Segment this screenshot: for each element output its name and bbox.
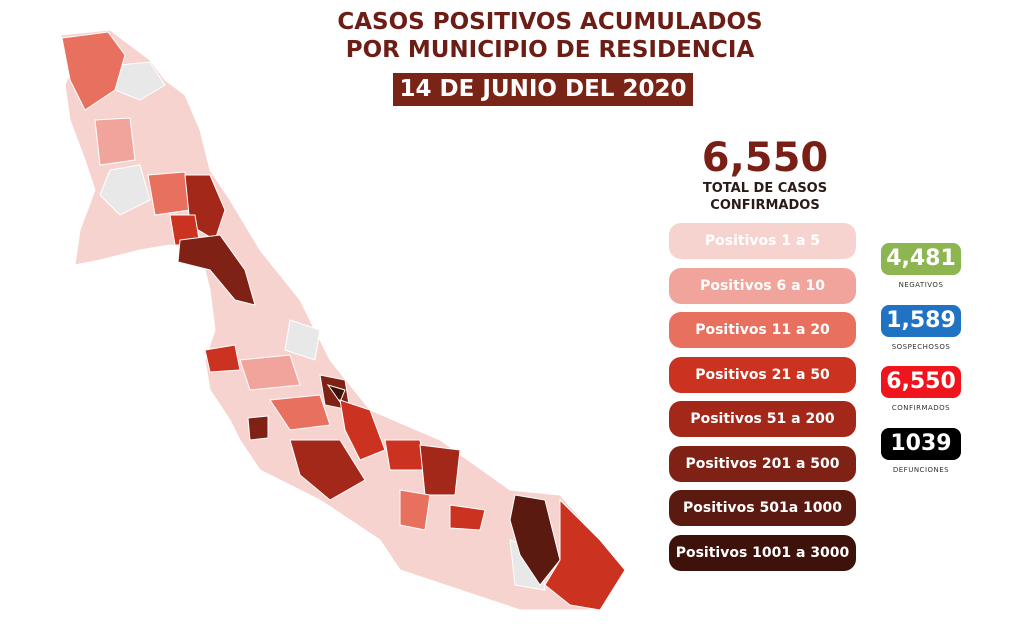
legend-item: Positivos 1001 a 3000 <box>669 534 856 571</box>
stat-label: CONFIRMADOS <box>891 404 951 412</box>
legend-item: Positivos 11 a 20 <box>669 312 856 348</box>
legend-item: Positivos 6 a 10 <box>669 267 856 304</box>
stat-label: NEGATIVOS <box>898 281 944 289</box>
stat-label: DEFUNCIONES <box>892 465 950 474</box>
region-6-10 <box>94 117 136 166</box>
region-11-20 <box>147 171 191 216</box>
region-51-200 <box>419 444 461 496</box>
date-banner: 14 DE JUNIO DEL 2020 <box>393 73 693 106</box>
region-201-500 <box>247 415 269 441</box>
stat-value-negativos: 4,481 <box>881 243 961 275</box>
region-501-1000 <box>509 494 561 586</box>
legend-item: Positivos 1 a 5 <box>669 223 856 259</box>
title-line-2: POR MUNICIPIO DE RESIDENCIA <box>345 37 755 63</box>
region-21-50 <box>204 344 241 373</box>
stat-value-defunciones: 1039 <box>881 427 961 460</box>
total-cases-label: TOTAL DE CASOS CONFIRMADOS <box>680 180 850 214</box>
stat-value-confirmados: 6,550 <box>881 366 961 398</box>
region-201-500 <box>177 234 256 306</box>
stat-value-sospechosos: 1,589 <box>881 304 961 337</box>
region-21-50 <box>544 498 626 611</box>
region-21-50 <box>384 439 426 471</box>
map-title: CASOS POSITIVOS ACUMULADOS POR MUNICIPIO… <box>320 8 780 64</box>
region-11-20 <box>61 31 126 111</box>
total-cases-value: 6,550 <box>701 135 829 181</box>
municipality-map <box>59 29 626 611</box>
title-line-1: CASOS POSITIVOS ACUMULADOS <box>337 9 763 35</box>
legend-item: Positivos 51 a 200 <box>669 401 856 437</box>
legend-item: Positivos 501a 1000 <box>669 490 856 526</box>
legend-item: Positivos 201 a 500 <box>669 445 856 482</box>
total-label-line-2: CONFIRMADOS <box>710 198 820 213</box>
region-11-20 <box>269 394 331 431</box>
region-6-10 <box>239 354 301 391</box>
region-21-50 <box>339 399 386 461</box>
region-21-50 <box>449 504 486 531</box>
region-no-cases <box>284 319 321 361</box>
region-51-200 <box>289 439 366 501</box>
legend-item: Positivos 21 a 50 <box>669 356 856 393</box>
region-11-20 <box>399 489 431 531</box>
region-1001-3000 <box>326 384 346 404</box>
total-label-line-1: TOTAL DE CASOS <box>702 181 828 196</box>
region-no-cases <box>99 164 151 216</box>
stat-label: SOSPECHOSOS <box>891 342 951 351</box>
